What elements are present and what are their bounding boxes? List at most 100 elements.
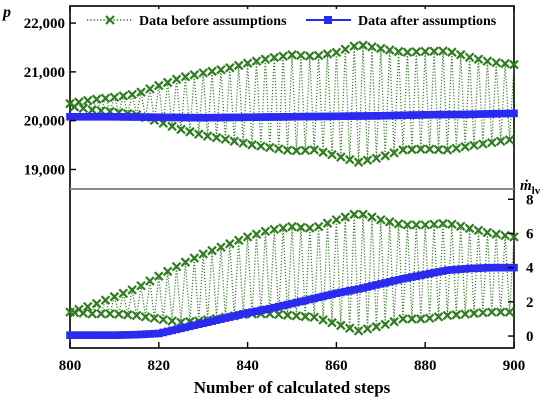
data-point-before <box>131 310 142 321</box>
data-point-before <box>82 95 93 106</box>
data-point-before <box>158 314 169 325</box>
data-point-after <box>190 113 199 122</box>
data-point-after <box>194 113 203 122</box>
x-tick-label: 900 <box>503 358 526 374</box>
top-y-axis-title: p <box>1 4 11 21</box>
data-point-before <box>145 84 155 94</box>
data-point-after <box>208 317 216 325</box>
data-point-after <box>146 330 154 338</box>
data-point-after <box>186 113 194 122</box>
data-point-after <box>323 112 332 121</box>
data-point-before <box>100 295 111 305</box>
data-point-before <box>260 54 271 64</box>
data-point-after <box>128 113 136 121</box>
data-point-after <box>305 112 314 121</box>
data-point-after <box>279 301 287 310</box>
data-point-before <box>269 224 280 235</box>
y-tick-label: 21,000 <box>24 65 65 81</box>
data-point-before <box>353 326 364 336</box>
data-point-before <box>118 91 129 101</box>
bottom-y-axis-title: ṁlv <box>520 178 541 197</box>
data-point-before <box>500 230 510 241</box>
data-point-before <box>340 44 351 55</box>
data-point-before <box>154 271 164 281</box>
data-point-after <box>416 271 425 280</box>
data-point-after <box>252 307 261 316</box>
data-point-before <box>429 46 439 56</box>
data-point-after <box>399 111 407 120</box>
legend-marker-after <box>324 16 332 24</box>
data-point-before <box>185 127 195 137</box>
data-point-before <box>464 223 475 234</box>
data-point-after <box>297 112 305 121</box>
data-point-after <box>403 111 412 120</box>
data-point-before <box>91 298 102 309</box>
data-point-before <box>362 324 373 334</box>
data-point-before <box>367 42 377 52</box>
data-point-after <box>230 113 239 122</box>
data-point-before <box>318 315 328 325</box>
data-point-after <box>456 110 465 119</box>
data-point-after <box>106 331 114 339</box>
data-point-after <box>155 113 163 122</box>
data-point-before <box>251 229 262 239</box>
y-tick-label: 4 <box>526 261 534 277</box>
data-point-after <box>168 326 176 335</box>
data-point-after <box>230 312 239 320</box>
data-point-after <box>359 112 367 120</box>
data-point-after <box>252 113 261 121</box>
data-point-before <box>482 227 493 238</box>
data-point-before <box>407 314 417 324</box>
data-point-after <box>70 331 79 339</box>
data-point-after <box>137 330 145 339</box>
data-point-after <box>412 272 421 280</box>
data-point-after <box>501 109 509 118</box>
data-point-after <box>350 286 358 294</box>
data-point-before <box>464 52 475 63</box>
data-point-after <box>421 270 429 279</box>
data-point-after <box>110 331 119 339</box>
data-point-before <box>291 145 302 156</box>
data-point-after <box>341 112 350 120</box>
data-point-after <box>372 281 381 289</box>
data-point-before <box>313 221 324 232</box>
data-point-before <box>78 103 89 114</box>
data-point-before <box>504 307 515 317</box>
data-point-before <box>189 253 200 263</box>
data-point-after <box>274 302 283 311</box>
data-point-after <box>128 330 136 339</box>
data-point-before <box>220 134 231 145</box>
data-point-before <box>376 214 386 225</box>
data-point-before <box>473 54 484 64</box>
y-tick-label: 6 <box>526 226 534 242</box>
data-point-after <box>505 109 514 118</box>
data-point-after <box>310 294 318 303</box>
data-point-before <box>487 137 497 148</box>
data-point-before <box>344 323 355 333</box>
data-point-after <box>257 113 265 121</box>
data-point-after <box>79 331 88 339</box>
data-point-after <box>434 110 443 119</box>
data-point-before <box>487 307 497 317</box>
data-point-before <box>198 68 208 78</box>
data-point-after <box>199 113 207 122</box>
data-point-after <box>261 305 270 314</box>
data-point-after <box>168 113 176 122</box>
data-point-after <box>92 112 101 121</box>
data-point-after <box>314 293 323 302</box>
data-point-before <box>313 50 324 61</box>
data-point-before <box>193 129 204 139</box>
data-point-after <box>354 285 363 293</box>
data-point-before <box>442 310 453 321</box>
data-point-before <box>393 46 404 57</box>
data-point-after <box>194 320 203 329</box>
data-point-after <box>452 110 461 119</box>
data-point-before <box>358 40 368 51</box>
data-point-before <box>233 60 244 71</box>
data-point-after <box>368 112 376 120</box>
data-point-after <box>75 331 83 339</box>
data-point-before <box>433 144 444 155</box>
data-point-before <box>424 313 435 324</box>
data-point-before <box>491 229 502 239</box>
data-point-before <box>402 47 413 57</box>
